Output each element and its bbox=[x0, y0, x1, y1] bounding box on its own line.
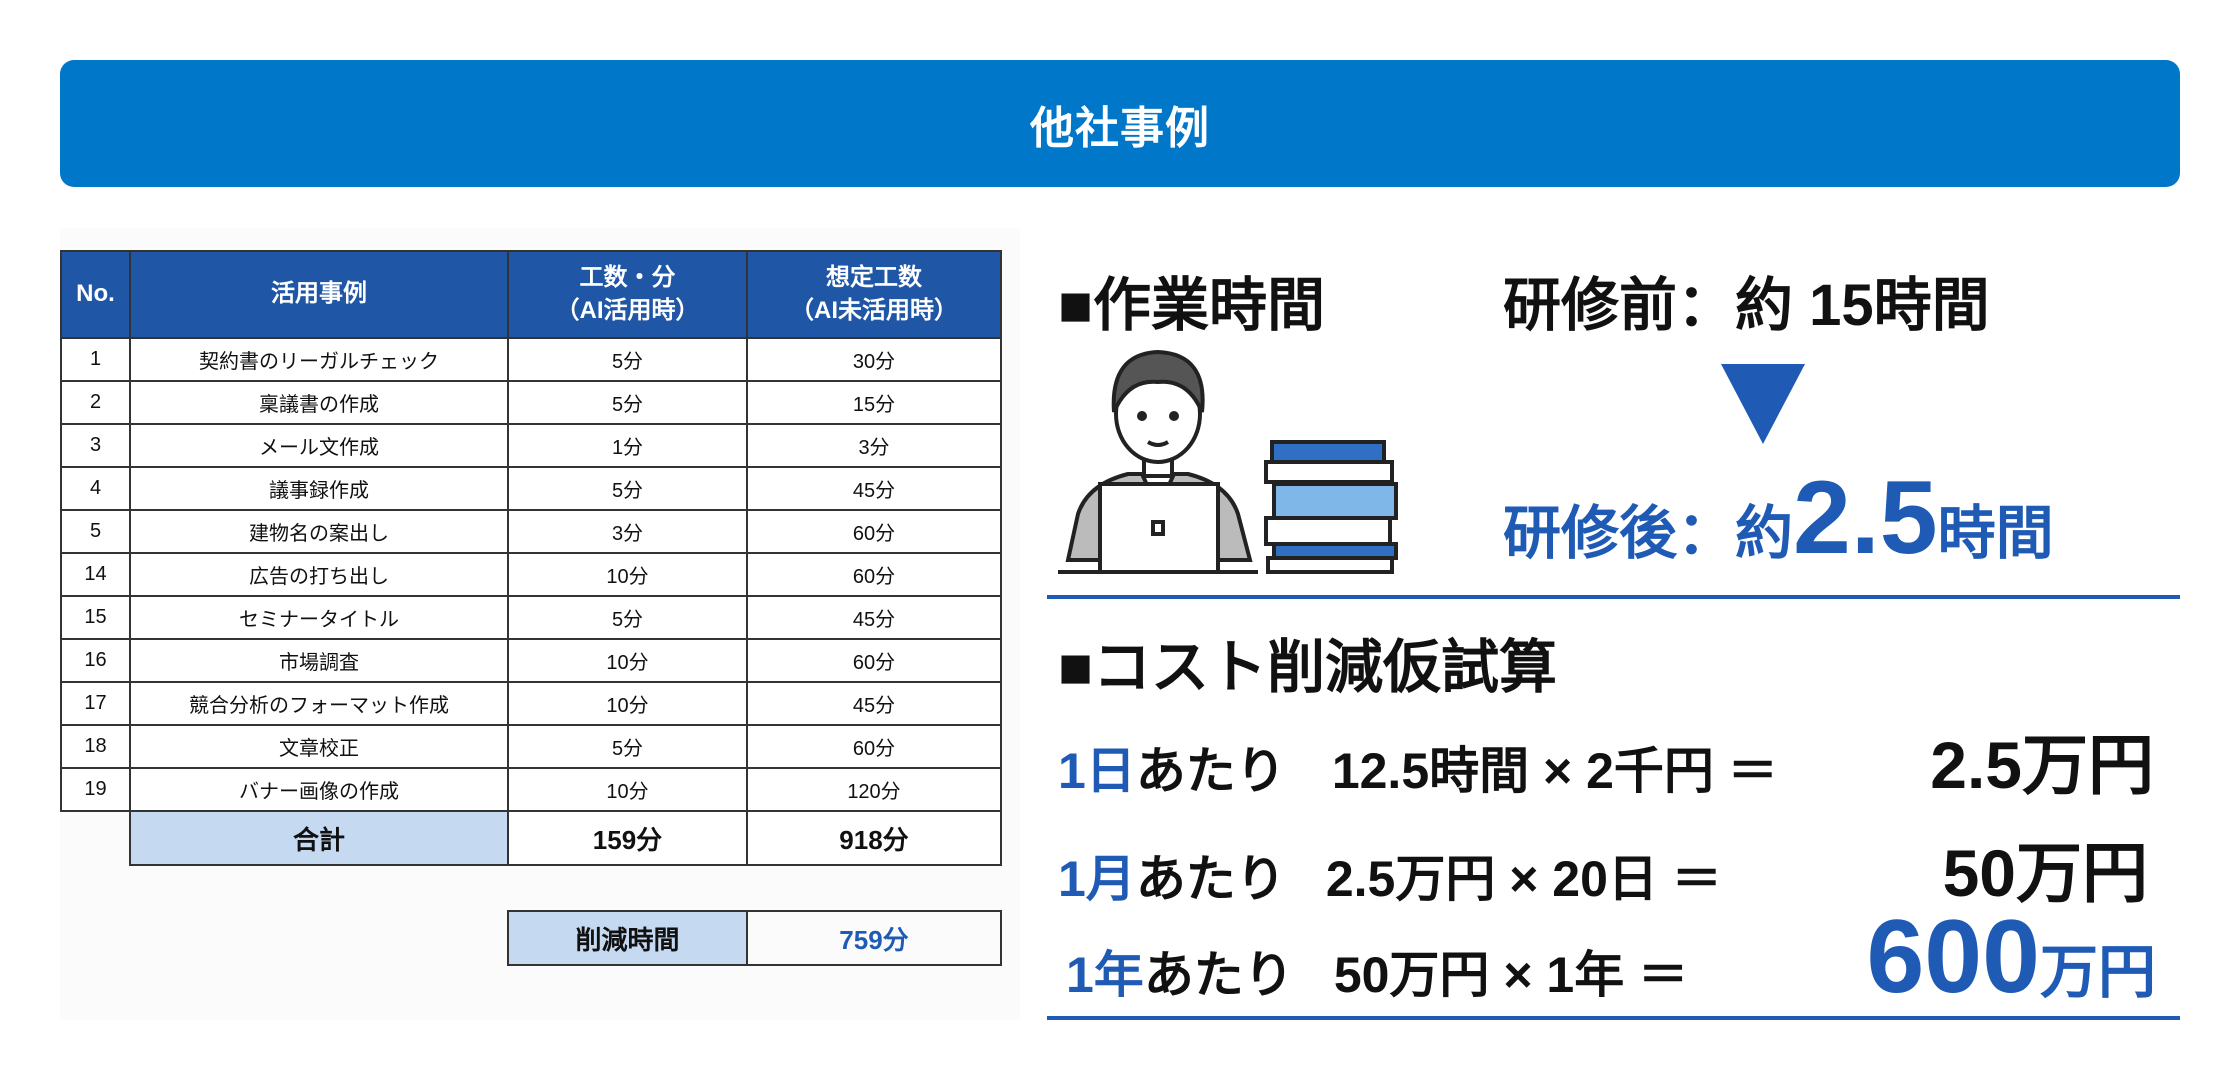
cost-row-month: 1月 あたり 2.5万円 × 20日 ＝ 50万円 bbox=[1058, 836, 2148, 910]
row-case: 稟議書の作成 bbox=[129, 380, 509, 425]
row-case: 建物名の案出し bbox=[129, 509, 509, 554]
table-row: 1 契約書のリーガルチェック 5分 30分 bbox=[60, 337, 1002, 382]
row-no: 17 bbox=[60, 681, 131, 726]
row-no: 1 bbox=[60, 337, 131, 382]
row-no: 5 bbox=[60, 509, 131, 554]
row-estimated: 120分 bbox=[746, 767, 1002, 812]
total-label: 合計 bbox=[129, 810, 509, 866]
after-training: 研修後：約 2.5 時間 bbox=[1503, 460, 2054, 576]
reduction-label: 削減時間 bbox=[507, 910, 748, 966]
header-estimated: 想定工数 （AI未活用時） bbox=[746, 250, 1002, 339]
row-case: メール文作成 bbox=[129, 423, 509, 468]
row-estimated: 45分 bbox=[746, 466, 1002, 511]
reduction-box: 削減時間 759分 bbox=[507, 910, 1002, 966]
row-ai-time: 5分 bbox=[507, 595, 748, 640]
row-ai-time: 10分 bbox=[507, 638, 748, 683]
row-estimated: 60分 bbox=[746, 724, 1002, 769]
row-case: 契約書のリーガルチェック bbox=[129, 337, 509, 382]
after-value: 2.5 bbox=[1793, 460, 1938, 576]
row-no: 18 bbox=[60, 724, 131, 769]
table-row: 14 広告の打ち出し 10分 60分 bbox=[60, 552, 1002, 597]
row-case: 競合分析のフォーマット作成 bbox=[129, 681, 509, 726]
row-ai-time: 10分 bbox=[507, 552, 748, 597]
banner-title: 他社事例 bbox=[1030, 103, 1210, 153]
row-ai-time: 5分 bbox=[507, 380, 748, 425]
total-row: 合計 159分 918分 bbox=[61, 810, 1002, 866]
total-estimated: 918分 bbox=[746, 810, 1002, 866]
header-no: No. bbox=[60, 250, 131, 339]
row-ai-time: 10分 bbox=[507, 767, 748, 812]
row-estimated: 30分 bbox=[746, 337, 1002, 382]
divider bbox=[1047, 595, 2180, 599]
row-no: 14 bbox=[60, 552, 131, 597]
table-row: 3 メール文作成 1分 3分 bbox=[60, 423, 1002, 468]
row-case: 広告の打ち出し bbox=[129, 552, 509, 597]
table-header-row: No. 活用事例 工数・分 （AI活用時） 想定工数 （AI未活用時） bbox=[60, 250, 1002, 339]
table-row: 2 稟議書の作成 5分 15分 bbox=[60, 380, 1002, 425]
row-no: 2 bbox=[60, 380, 131, 425]
total-ai: 159分 bbox=[507, 810, 748, 866]
divider bbox=[1047, 1016, 2180, 1020]
row-estimated: 45分 bbox=[746, 595, 1002, 640]
row-ai-time: 5分 bbox=[507, 466, 748, 511]
row-case: 文章校正 bbox=[129, 724, 509, 769]
row-estimated: 60分 bbox=[746, 638, 1002, 683]
header-ai-time: 工数・分 （AI活用時） bbox=[507, 250, 748, 339]
row-no: 19 bbox=[60, 767, 131, 812]
row-no: 4 bbox=[60, 466, 131, 511]
annual-savings: 600 bbox=[1866, 899, 2040, 1015]
row-ai-time: 1分 bbox=[507, 423, 748, 468]
title-banner: 他社事例 bbox=[60, 60, 2180, 187]
row-estimated: 60分 bbox=[746, 552, 1002, 597]
work-time-heading: ■作業時間 bbox=[1058, 273, 1326, 338]
case-table: No. 活用事例 工数・分 （AI活用時） 想定工数 （AI未活用時） 1 契約書のリ… bbox=[60, 250, 1002, 866]
books-icon bbox=[1264, 440, 1398, 574]
row-ai-time: 5分 bbox=[507, 724, 748, 769]
row-ai-time: 10分 bbox=[507, 681, 748, 726]
row-ai-time: 3分 bbox=[507, 509, 748, 554]
row-estimated: 15分 bbox=[746, 380, 1002, 425]
table-row: 4 議事録作成 5分 45分 bbox=[60, 466, 1002, 511]
row-case: バナー画像の作成 bbox=[129, 767, 509, 812]
row-estimated: 3分 bbox=[746, 423, 1002, 468]
table-row: 5 建物名の案出し 3分 60分 bbox=[60, 509, 1002, 554]
cost-row-day: 1日 あたり 12.5時間 × 2千円 ＝ 2.5万円 bbox=[1058, 728, 2154, 802]
row-case: セミナータイトル bbox=[129, 595, 509, 640]
cost-heading: ■コスト削減仮試算 bbox=[1058, 635, 1558, 700]
row-estimated: 60分 bbox=[746, 509, 1002, 554]
reduction-value: 759分 bbox=[746, 910, 1002, 966]
header-case: 活用事例 bbox=[129, 250, 509, 339]
row-case: 市場調査 bbox=[129, 638, 509, 683]
row-no: 3 bbox=[60, 423, 131, 468]
row-case: 議事録作成 bbox=[129, 466, 509, 511]
table-row: 18 文章校正 5分 60分 bbox=[60, 724, 1002, 769]
worker-illustration-icon bbox=[1058, 349, 1398, 574]
table-row: 16 市場調査 10分 60分 bbox=[60, 638, 1002, 683]
row-estimated: 45分 bbox=[746, 681, 1002, 726]
before-training: 研修前：約 15時間 bbox=[1503, 273, 1990, 338]
row-ai-time: 5分 bbox=[507, 337, 748, 382]
down-triangle-icon bbox=[1721, 364, 1805, 444]
table-row: 17 競合分析のフォーマット作成 10分 45分 bbox=[60, 681, 1002, 726]
row-no: 15 bbox=[60, 595, 131, 640]
table-row: 15 セミナータイトル 5分 45分 bbox=[60, 595, 1002, 640]
laptop-icon bbox=[1058, 482, 1258, 574]
table-row: 19 バナー画像の作成 10分 120分 bbox=[60, 767, 1002, 812]
row-no: 16 bbox=[60, 638, 131, 683]
cost-row-year: 1年 あたり 50万円 × 1年 ＝ 600 万円 bbox=[1066, 899, 2156, 1015]
